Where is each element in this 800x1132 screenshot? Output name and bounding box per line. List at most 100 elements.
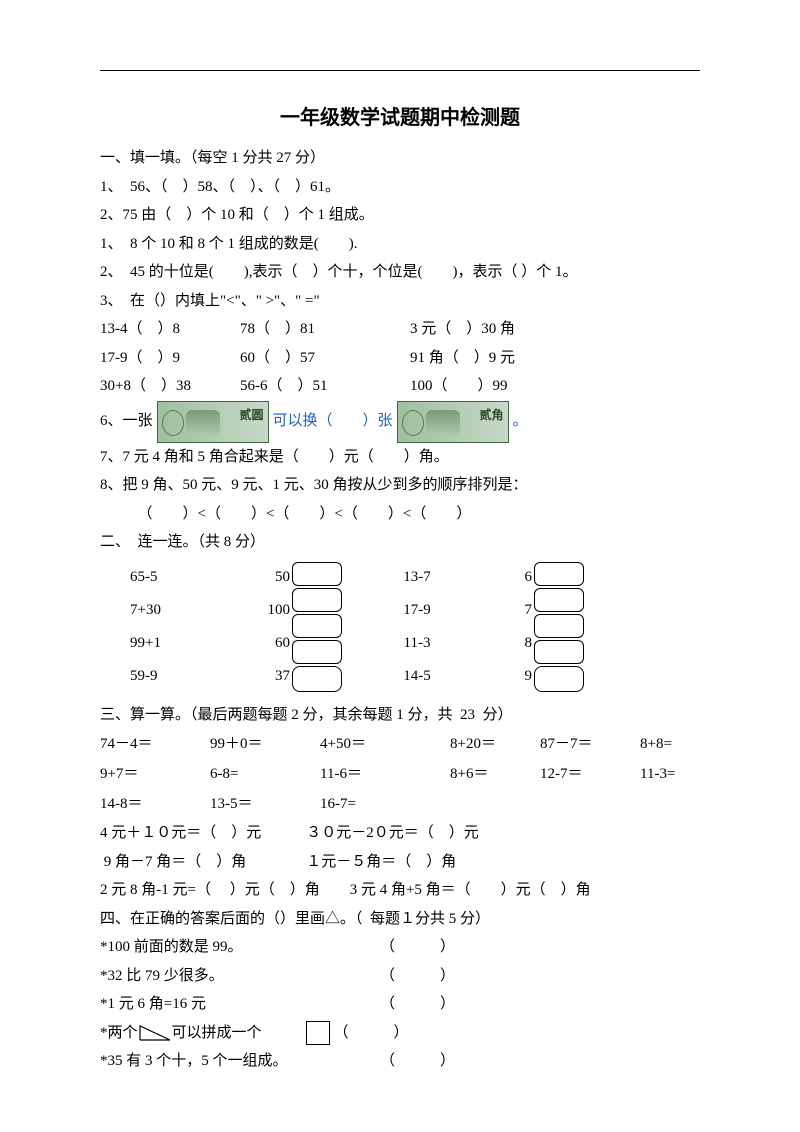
cmp-2-0: 30+8（ ）38: [100, 372, 240, 401]
cmp-row-0: 13-4（ ）8 78（ ）81 3 元（ ）30 角: [100, 315, 700, 344]
le-3: 59-9: [130, 664, 230, 688]
octagon-icon: [292, 640, 342, 664]
calc-row-2: 14-8＝ 13-5＝ 16-7=: [100, 789, 700, 819]
money-2: 2 元 8 角-1 元=（ ）元（ ）角 3 元 4 角+5 角＝（ ）元（ ）…: [100, 876, 700, 905]
cmp-1-2: 91 角（ ）9 元: [410, 344, 700, 373]
q6-pre: 6、一张: [100, 407, 153, 436]
note-left-label: 贰圆: [240, 404, 264, 427]
s4-item-tri: *两个 可以拼成一个 （ ）: [100, 1019, 700, 1048]
c24: [540, 789, 640, 819]
re-3: 14-5: [362, 664, 472, 688]
banknote-2jiao-icon: 贰角: [397, 401, 509, 443]
lv-1: 100: [230, 598, 290, 622]
rv-0: 6: [472, 565, 532, 589]
s4-item-0: *100 前面的数是 99。 （ ）: [100, 933, 700, 962]
c13: 8+6＝: [450, 759, 540, 789]
match-block: 65-5 7+30 99+1 59-9 50 100 60 37 13-7 17…: [130, 561, 700, 693]
c11: 6-8=: [210, 759, 320, 789]
octagon-icon: [534, 588, 584, 612]
octagon-icon: [534, 640, 584, 664]
re-1: 17-9: [362, 598, 472, 622]
s1-q1b: 1、 8 个 10 和 8 个 1 组成的数是( ).: [100, 230, 700, 259]
s1-q2: 2、75 由（ ）个 10 和（ ）个 1 组成。: [100, 201, 700, 230]
s1-q6: 6、一张 贰圆 可以换（ ）张 贰角 。: [100, 401, 700, 443]
re-2: 11-3: [362, 631, 472, 655]
octagon-icon: [534, 666, 584, 692]
section1-heading: 一、填一填。（每空 1 分共 27 分）: [100, 144, 700, 173]
re-0: 13-7: [362, 565, 472, 589]
page-title: 一年级数学试题期中检测题: [100, 101, 700, 130]
s1-q1: 1、 56、（ ）58、（ ）、（ ）61。: [100, 173, 700, 202]
s4-0-text: *100 前面的数是 99。: [100, 933, 380, 962]
money-1: 9 角－7 角＝（ ）角 １元－５角＝（ ）角: [100, 848, 700, 877]
c01: 99＋0＝: [210, 729, 320, 759]
q6-end: 。: [513, 407, 528, 436]
s4-tri-pre: *两个: [100, 1019, 138, 1048]
le-0: 65-5: [130, 565, 230, 589]
triangle-icon: [138, 1024, 172, 1042]
section3-heading: 三、算一算。（最后两题每题 2 分，其余每题 1 分，共 23 分）: [100, 701, 700, 730]
match-left-val: 50 100 60 37: [230, 561, 292, 693]
s4-1-text: *32 比 79 少很多。: [100, 962, 380, 991]
c23: [450, 789, 540, 819]
paren: （ ）: [380, 1047, 455, 1076]
le-2: 99+1: [130, 631, 230, 655]
c14: 12-7＝: [540, 759, 640, 789]
c04: 87－7＝: [540, 729, 640, 759]
s4-item-2: *1 元 6 角=16 元 （ ）: [100, 990, 700, 1019]
lv-3: 37: [230, 664, 290, 688]
note-right-label: 贰角: [480, 404, 504, 427]
c25: [640, 789, 700, 819]
cmp-2-1: 56-6（ ）51: [240, 372, 410, 401]
c02: 4+50＝: [320, 729, 450, 759]
octagon-icon: [292, 588, 342, 612]
octagon-icon: [292, 614, 342, 638]
cmp-1-1: 60（ ）57: [240, 344, 410, 373]
cmp-1-0: 17-9（ ）9: [100, 344, 240, 373]
top-divider: [100, 70, 700, 71]
banknote-2yuan-icon: 贰圆: [157, 401, 269, 443]
rv-3: 9: [472, 664, 532, 688]
s4-tri-mid: 可以拼成一个: [172, 1019, 262, 1048]
match-left-expr: 65-5 7+30 99+1 59-9: [130, 561, 230, 693]
c20: 14-8＝: [100, 789, 210, 819]
octagon-icon: [292, 666, 342, 692]
cmp-2-2: 100（ ）99: [410, 372, 700, 401]
lv-0: 50: [230, 565, 290, 589]
match-right-shapes: [534, 561, 604, 693]
cmp-row-1: 17-9（ ）9 60（ ）57 91 角（ ）9 元: [100, 344, 700, 373]
paren: （ ）: [380, 933, 455, 962]
q6-mid: 可以换（ ）张: [273, 407, 393, 436]
lv-2: 60: [230, 631, 290, 655]
s1-q2b: 2、 45 的十位是( ),表示（ ）个十，个位是( )，表示（ ）个 1。: [100, 258, 700, 287]
c00: 74－4＝: [100, 729, 210, 759]
money-0: 4 元＋１０元＝（ ）元 ３０元－2０元＝（ ）元: [100, 819, 700, 848]
square-icon: [306, 1021, 330, 1045]
s4-35-text: *35 有 3 个十，5 个一组成。: [100, 1047, 380, 1076]
c15: 11-3=: [640, 759, 700, 789]
section4-heading: 四、在正确的答案后面的（）里画△。（ 每题１分共 5 分）: [100, 905, 700, 934]
c05: 8+8=: [640, 729, 700, 759]
s1-q3h: 3、 在（）内填上"<"、" >"、" =": [100, 287, 700, 316]
paren: （ ）: [380, 962, 455, 991]
rv-2: 8: [472, 631, 532, 655]
s4-2-text: *1 元 6 角=16 元: [100, 990, 380, 1019]
s4-item-35: *35 有 3 个十，5 个一组成。 （ ）: [100, 1047, 700, 1076]
le-1: 7+30: [130, 598, 230, 622]
paren: （ ）: [334, 1019, 409, 1048]
octagon-icon: [534, 614, 584, 638]
octagon-icon: [292, 562, 342, 586]
page: 一年级数学试题期中检测题 一、填一填。（每空 1 分共 27 分） 1、 56、…: [0, 0, 800, 1116]
c21: 13-5＝: [210, 789, 320, 819]
cmp-0-0: 13-4（ ）8: [100, 315, 240, 344]
paren: （ ）: [380, 990, 455, 1019]
rv-1: 7: [472, 598, 532, 622]
s4-item-1: *32 比 79 少很多。 （ ）: [100, 962, 700, 991]
c03: 8+20＝: [450, 729, 540, 759]
match-left-shapes: [292, 561, 362, 693]
match-right-expr: 13-7 17-9 11-3 14-5: [362, 561, 472, 693]
cmp-0-1: 78（ ）81: [240, 315, 410, 344]
s1-q8: 8、把 9 角、50 元、9 元、1 元、30 角按从少到多的顺序排列是：: [100, 471, 700, 500]
s1-q7: 7、7 元 4 角和 5 角合起来是（ ）元（ ）角。: [100, 443, 700, 472]
c22: 16-7=: [320, 789, 450, 819]
